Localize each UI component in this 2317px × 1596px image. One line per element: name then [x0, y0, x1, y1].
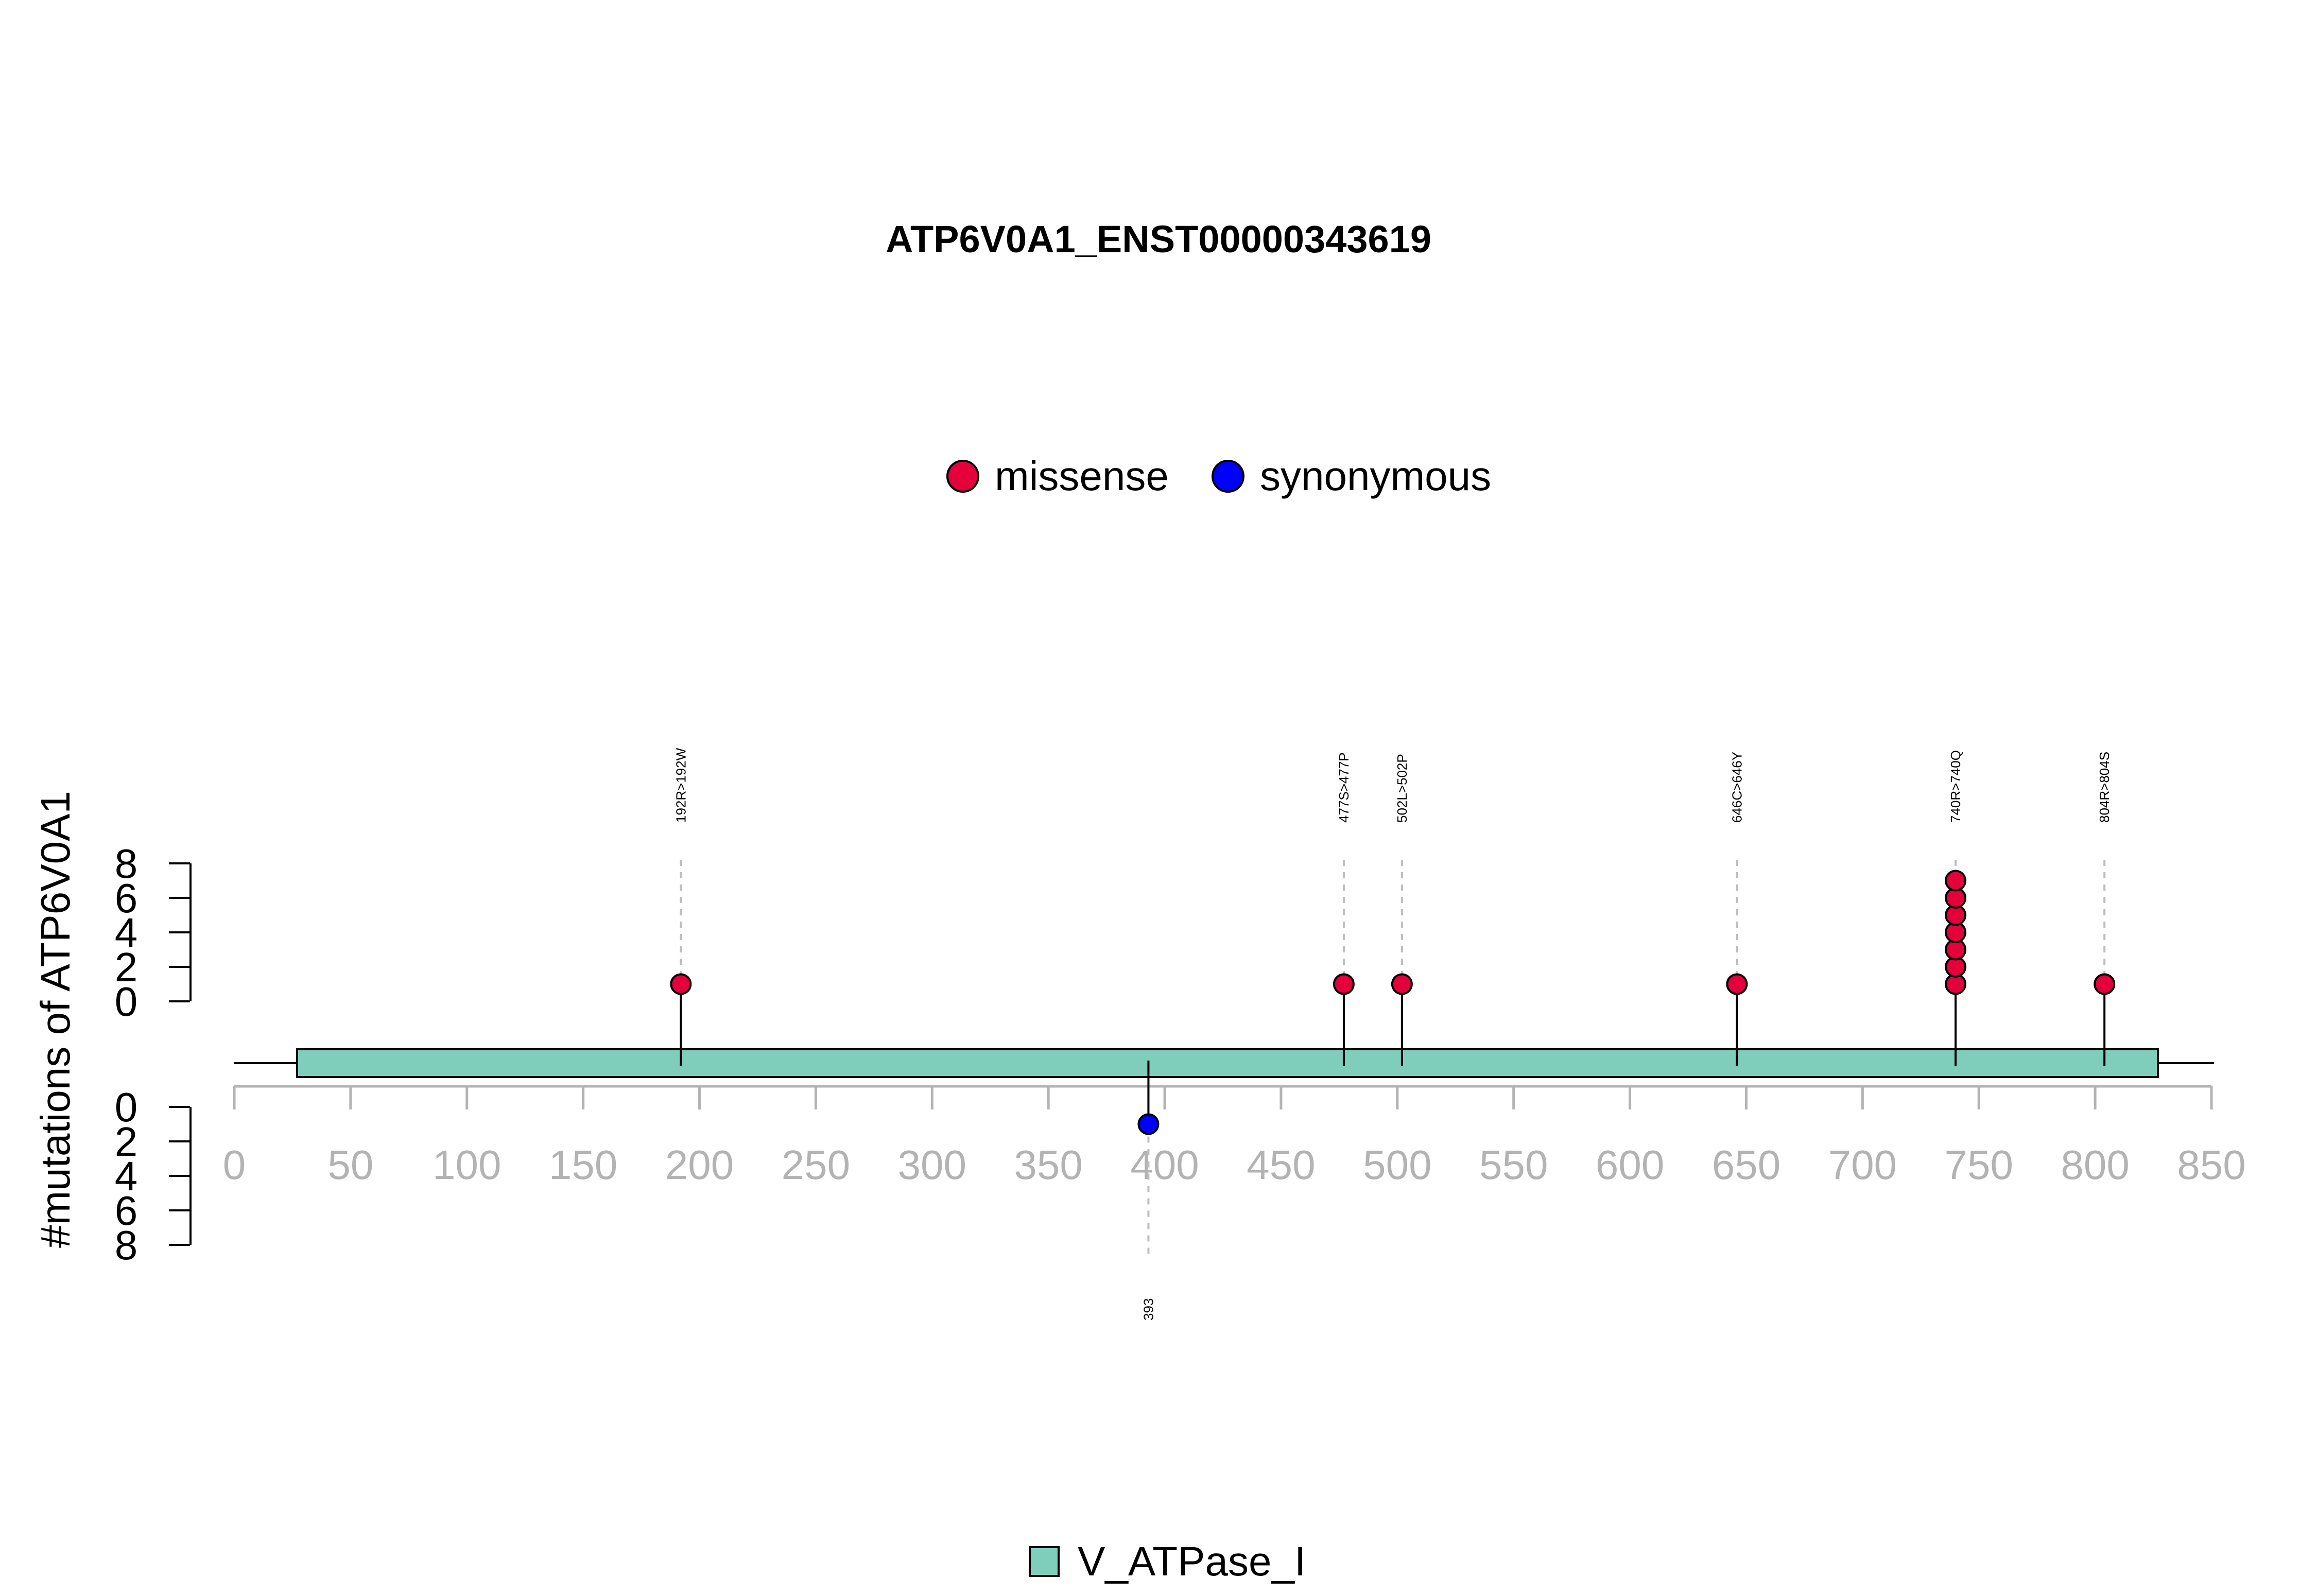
x-tick-label-150: 150	[549, 1142, 617, 1188]
legend-marker-synonymous	[1212, 460, 1244, 493]
x-tick-label-0: 0	[223, 1142, 246, 1188]
mutation-point-477-1	[1333, 973, 1355, 995]
mutation-point-192-1	[670, 973, 692, 995]
x-tick-label-450: 450	[1247, 1142, 1315, 1188]
x-tick-label-850: 850	[2177, 1142, 2245, 1188]
x-tick-label-500: 500	[1363, 1142, 1431, 1188]
y-tick-label-top-6: 6	[115, 875, 138, 921]
mutation-label-740: 740R>740Q	[1948, 750, 1963, 823]
x-tick-label-300: 300	[898, 1142, 966, 1188]
x-tick-label-250: 250	[782, 1142, 850, 1188]
y-tick-label-bottom-6: 6	[115, 1188, 138, 1234]
x-tick-label-50: 50	[327, 1142, 373, 1188]
x-tick-label-750: 750	[1944, 1142, 2013, 1188]
mutation-point-393-1	[1137, 1113, 1160, 1135]
x-tick-label-650: 650	[1712, 1142, 1780, 1188]
x-tick-label-700: 700	[1828, 1142, 1897, 1188]
y-tick-label-top-2: 2	[115, 944, 138, 990]
protein-backbone	[234, 1048, 2214, 1078]
mutation-point-646-1	[1726, 973, 1748, 995]
legend: missense synonymous	[946, 453, 1491, 499]
mutation-label-477: 477S>477P	[1336, 752, 1352, 823]
x-tick-label-100: 100	[433, 1142, 501, 1188]
y-tick-label-top-0: 0	[115, 979, 138, 1025]
y-tick-label-top-4: 4	[115, 910, 138, 956]
legend-label-synonymous: synonymous	[1260, 453, 1491, 499]
mutation-marks: 192R>192W 477S>477P 502L>502P 646C>646Y 740R…	[670, 748, 2116, 1321]
x-tick-label-550: 550	[1479, 1142, 1548, 1188]
mutation-point-804-1	[2094, 973, 2116, 995]
y-tick-label-bottom-0: 0	[115, 1084, 138, 1130]
legend-label-missense: missense	[995, 453, 1169, 499]
mutation-point-502-1	[1391, 973, 1413, 995]
mutation-label-646: 646C>646Y	[1729, 752, 1744, 823]
domain-V_ATPase_I	[296, 1048, 2159, 1078]
mutation-label-502: 502L>502P	[1394, 754, 1410, 823]
chart-title: ATP6V0A1_ENST00000343619	[886, 218, 1431, 261]
y-tick-label-top-8: 8	[115, 841, 138, 887]
mutation-label-192: 192R>192W	[673, 748, 688, 823]
domain-legend-swatch-V_ATPase_I	[1029, 1546, 1060, 1577]
x-tick-label-400: 400	[1130, 1142, 1199, 1188]
mutation-label-393: 393	[1140, 1298, 1156, 1321]
y-tick-label-bottom-4: 4	[115, 1153, 138, 1199]
y-tick-label-bottom-2: 2	[115, 1119, 138, 1165]
legend-marker-missense	[946, 460, 979, 493]
mutation-point-740-7	[1945, 870, 1967, 892]
domain-legend-label-V_ATPase_I: V_ATPase_I	[1078, 1538, 1306, 1584]
x-tick-label-200: 200	[665, 1142, 734, 1188]
x-tick-label-800: 800	[2061, 1142, 2129, 1188]
x-tick-label-350: 350	[1014, 1142, 1082, 1188]
y-axis-label: #mutations of ATP6V0A1	[32, 791, 78, 1248]
mutation-label-804: 804R>804S	[2097, 752, 2112, 823]
x-tick-label-600: 600	[1596, 1142, 1664, 1188]
domain-legend: V_ATPase_I	[1029, 1538, 1306, 1584]
y-tick-label-bottom-8: 8	[115, 1222, 138, 1268]
